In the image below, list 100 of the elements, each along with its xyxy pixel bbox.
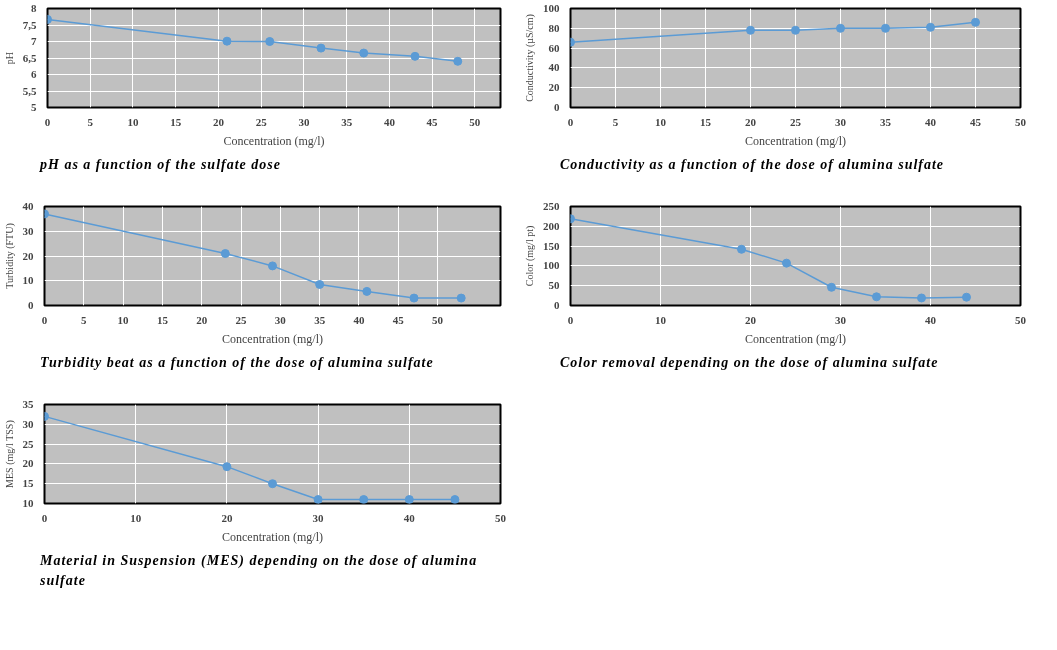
x-tick-label: 10 bbox=[117, 313, 130, 326]
y-tick-label: 40 bbox=[22, 200, 34, 212]
x-tick-label: 25 bbox=[235, 313, 248, 326]
y-tick-label: 15 bbox=[22, 477, 34, 490]
point bbox=[359, 495, 369, 504]
y-tick-label: 5,5 bbox=[22, 84, 37, 97]
text: Material in Suspension (MES) depending on the dose of alumina sulfate bbox=[40, 552, 479, 590]
point bbox=[222, 462, 232, 472]
x-tick-label: 15 bbox=[170, 115, 182, 128]
y-tick-label: 50 bbox=[548, 279, 560, 292]
point bbox=[872, 292, 881, 302]
x-tick-label: 45 bbox=[392, 313, 405, 326]
x-tick-label: 45 bbox=[970, 115, 982, 128]
point bbox=[265, 37, 275, 46]
x-tick-label: 40 bbox=[383, 115, 396, 128]
x-axis-title: Concentration (mg/l) bbox=[222, 331, 323, 346]
y-tick-label: 35 bbox=[22, 398, 34, 410]
x-tick-label: 40 bbox=[403, 511, 416, 524]
y-tick-label: 10 bbox=[22, 497, 34, 509]
y-tick-label: 8 bbox=[31, 2, 37, 14]
point bbox=[737, 244, 746, 254]
point bbox=[268, 479, 277, 489]
x-tick-label: 50 bbox=[469, 115, 481, 128]
y-tick-label: 40 bbox=[548, 61, 560, 74]
x-tick-label: 0 bbox=[41, 511, 48, 524]
x-tick-label: 50 bbox=[495, 511, 507, 524]
y-tick-label: 30 bbox=[22, 417, 34, 430]
y-tick-label: 6,5 bbox=[22, 51, 37, 64]
y-tick-label: 7 bbox=[31, 35, 37, 47]
y-axis-title: Conductivity (µS/cm) bbox=[524, 14, 536, 102]
y-tick-label: 100 bbox=[543, 259, 560, 272]
text: Color removal depending on the dose of alumina sulfate bbox=[560, 354, 939, 372]
x-tick-label: 0 bbox=[44, 115, 51, 128]
x-tick-label: 30 bbox=[274, 313, 287, 326]
point bbox=[359, 48, 369, 58]
y-tick-label: 200 bbox=[543, 219, 560, 232]
x-tick-label: 5 bbox=[87, 115, 94, 128]
x-tick-label: 30 bbox=[835, 115, 847, 128]
point bbox=[791, 25, 800, 35]
y-tick-label: 0 bbox=[28, 299, 34, 311]
x-tick-label: 0 bbox=[567, 115, 574, 128]
point bbox=[881, 23, 890, 33]
y-tick-label: 60 bbox=[548, 41, 560, 54]
point bbox=[362, 286, 372, 296]
y-tick-label: 6 bbox=[31, 68, 37, 80]
y-tick-label: 80 bbox=[548, 21, 560, 34]
y-tick-label: 25 bbox=[22, 437, 34, 450]
x-tick-label: 35 bbox=[880, 115, 892, 128]
point bbox=[316, 43, 326, 53]
x-tick-label: 30 bbox=[835, 313, 847, 326]
x-tick-label: 20 bbox=[196, 313, 208, 326]
point bbox=[268, 261, 277, 271]
text: Conductivity as a function of the dose of alumina sulfate bbox=[560, 156, 945, 174]
x-tick-label: 15 bbox=[700, 115, 712, 128]
x-tick-label: 10 bbox=[655, 115, 667, 128]
point bbox=[409, 293, 419, 303]
point bbox=[315, 279, 325, 289]
y-tick-label: 5 bbox=[31, 101, 37, 113]
y-axis-title: pH bbox=[3, 51, 15, 65]
x-tick-label: 20 bbox=[221, 511, 233, 524]
x-tick-label: 10 bbox=[127, 115, 139, 128]
point bbox=[222, 36, 232, 46]
point bbox=[450, 495, 460, 504]
text: Turbidity beat as a function of the dose of alumina sulfate bbox=[40, 354, 434, 372]
x-tick-label: 35 bbox=[341, 115, 353, 128]
y-tick-label: 30 bbox=[22, 224, 34, 237]
x-tick-label: 50 bbox=[1015, 313, 1027, 326]
x-tick-label: 15 bbox=[156, 313, 169, 326]
y-tick-label: 10 bbox=[22, 274, 34, 287]
x-tick-label: 30 bbox=[312, 511, 325, 524]
x-tick-label: 0 bbox=[567, 313, 574, 326]
point bbox=[917, 293, 926, 303]
x-tick-label: 40 bbox=[925, 115, 937, 128]
x-axis-title: Concentration (mg/l) bbox=[222, 529, 323, 544]
x-tick-label: 45 bbox=[426, 115, 439, 128]
y-axis-title: MES (mg/l TSS) bbox=[3, 420, 16, 488]
x-tick-label: 5 bbox=[612, 115, 619, 128]
x-tick-label: 25 bbox=[790, 115, 802, 128]
x-tick-label: 5 bbox=[81, 313, 88, 326]
point bbox=[782, 258, 791, 268]
point bbox=[971, 17, 980, 27]
x-axis-title: Concentration (mg/l) bbox=[223, 133, 325, 148]
x-tick-label: 25 bbox=[255, 115, 268, 128]
x-tick-label: 20 bbox=[745, 115, 757, 128]
y-tick-label: 0 bbox=[554, 101, 560, 113]
y-tick-label: 150 bbox=[543, 239, 560, 252]
x-tick-label: 50 bbox=[1015, 115, 1027, 128]
x-tick-label: 20 bbox=[212, 115, 225, 128]
point bbox=[410, 51, 420, 61]
y-axis-title: Turbidity (FTU) bbox=[3, 223, 16, 289]
y-axis-title: Color (mg/l pt) bbox=[524, 225, 536, 287]
x-tick-label: 50 bbox=[432, 313, 444, 326]
point bbox=[926, 22, 935, 32]
x-tick-label: 40 bbox=[925, 313, 937, 326]
x-tick-label: 30 bbox=[298, 115, 310, 128]
point bbox=[836, 23, 845, 33]
point bbox=[746, 25, 755, 35]
x-tick-label: 20 bbox=[745, 313, 757, 326]
x-tick-label: 40 bbox=[353, 313, 365, 326]
x-tick-label: 10 bbox=[655, 313, 667, 326]
